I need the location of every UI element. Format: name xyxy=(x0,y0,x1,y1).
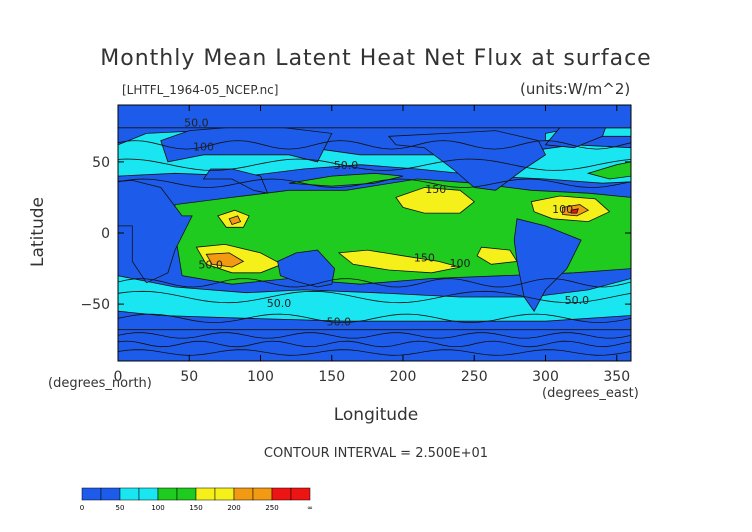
flux-region xyxy=(217,209,250,228)
flux-region xyxy=(544,115,611,149)
flux-region xyxy=(118,105,631,129)
contour-value-label: 50.0 xyxy=(184,116,209,129)
flux-region xyxy=(570,208,579,214)
contour-line xyxy=(118,290,631,304)
flux-region xyxy=(277,249,336,288)
colorbar-segment xyxy=(271,487,292,501)
x-tick-label: 150 xyxy=(318,369,345,385)
colorbar-segment xyxy=(81,487,102,501)
contour-interval-note: CONTOUR INTERVAL = 2.500E+01 xyxy=(263,446,489,461)
source-filename: [LHTFL_1964-05_NCEP.nc] xyxy=(122,83,279,97)
colorbar-label: 100 xyxy=(151,504,164,512)
flux-region xyxy=(118,179,193,284)
flux-region xyxy=(337,249,461,274)
flux-region xyxy=(545,127,631,142)
contour-value-label: 100 xyxy=(552,203,573,216)
contour-line xyxy=(118,158,631,171)
colorbar-label: 250 xyxy=(265,504,278,512)
flux-region xyxy=(202,168,269,194)
contour-line xyxy=(118,313,631,324)
contour-value-label: 50.0 xyxy=(334,159,359,172)
colorbar-segment xyxy=(195,487,216,501)
contour-line xyxy=(118,178,631,188)
x-tick-label: 50 xyxy=(180,369,198,385)
contour-value-label: 150 xyxy=(425,183,446,196)
contour-value-label: 150 xyxy=(414,251,435,264)
flux-region xyxy=(174,178,631,285)
x-tick-label: 100 xyxy=(247,369,274,385)
flux-region xyxy=(586,161,631,180)
contour-line xyxy=(118,140,631,150)
colorbar-segment xyxy=(119,487,140,501)
map-background xyxy=(118,105,631,361)
colorbar-segment xyxy=(138,487,159,501)
x-axis-label: Longitude xyxy=(333,405,419,425)
flux-region xyxy=(205,252,245,268)
contour-line xyxy=(118,349,631,356)
flux-region xyxy=(530,195,611,223)
flux-region xyxy=(387,130,547,191)
flux-region xyxy=(118,329,631,361)
chart-title: Monthly Mean Latent Heat Net Flux at sur… xyxy=(100,46,652,71)
contour-line xyxy=(118,340,631,348)
colorbar-label: 150 xyxy=(189,504,202,512)
x-tick-label: 300 xyxy=(532,369,559,385)
contour-value-label: 100 xyxy=(193,141,214,154)
flux-region xyxy=(288,172,404,187)
contour-line xyxy=(118,278,631,288)
contour-value-label: 50.0 xyxy=(327,315,352,328)
flux-region xyxy=(476,246,518,265)
x-tick-label: 200 xyxy=(390,369,417,385)
colorbar-segment xyxy=(214,487,235,501)
contour-line xyxy=(118,332,631,339)
y-tick-label: 50 xyxy=(92,155,110,171)
flux-region xyxy=(118,275,631,322)
y-axis-unit: (degrees_north) xyxy=(48,376,152,391)
colorbar-segment xyxy=(290,487,311,501)
colorbar-label: 0 xyxy=(80,504,84,512)
x-tick-label: 250 xyxy=(461,369,488,385)
colorbar-label: 200 xyxy=(227,504,240,512)
x-tick-label: 350 xyxy=(603,369,630,385)
y-tick-label: 0 xyxy=(101,226,110,242)
contour-value-label: 50.0 xyxy=(267,297,292,310)
contour-value-label: 50.0 xyxy=(198,259,223,272)
colorbar-label: 50 xyxy=(116,504,125,512)
flux-region xyxy=(160,124,333,163)
colorbar-segment xyxy=(252,487,273,501)
colorbar-segment xyxy=(176,487,197,501)
contour-value-label: 100 xyxy=(450,257,471,270)
flux-region xyxy=(118,130,631,184)
flux-region xyxy=(228,215,242,225)
colorbar-label: ∞ xyxy=(307,504,313,512)
flux-region xyxy=(195,243,283,274)
colorbar-segment xyxy=(100,487,121,501)
flux-region xyxy=(513,218,582,312)
y-tick-label: −50 xyxy=(80,297,110,313)
flux-region xyxy=(562,204,590,217)
contour-value-label: 50.0 xyxy=(565,294,590,307)
flux-region xyxy=(395,187,475,214)
plot-frame xyxy=(117,104,632,362)
units-label: (units:W/m^2) xyxy=(520,80,631,98)
colorbar-segment xyxy=(233,487,254,501)
x-axis-unit: (degrees_east) xyxy=(542,386,639,401)
y-axis-label: Latitude xyxy=(28,197,48,267)
colorbar-segment xyxy=(157,487,178,501)
